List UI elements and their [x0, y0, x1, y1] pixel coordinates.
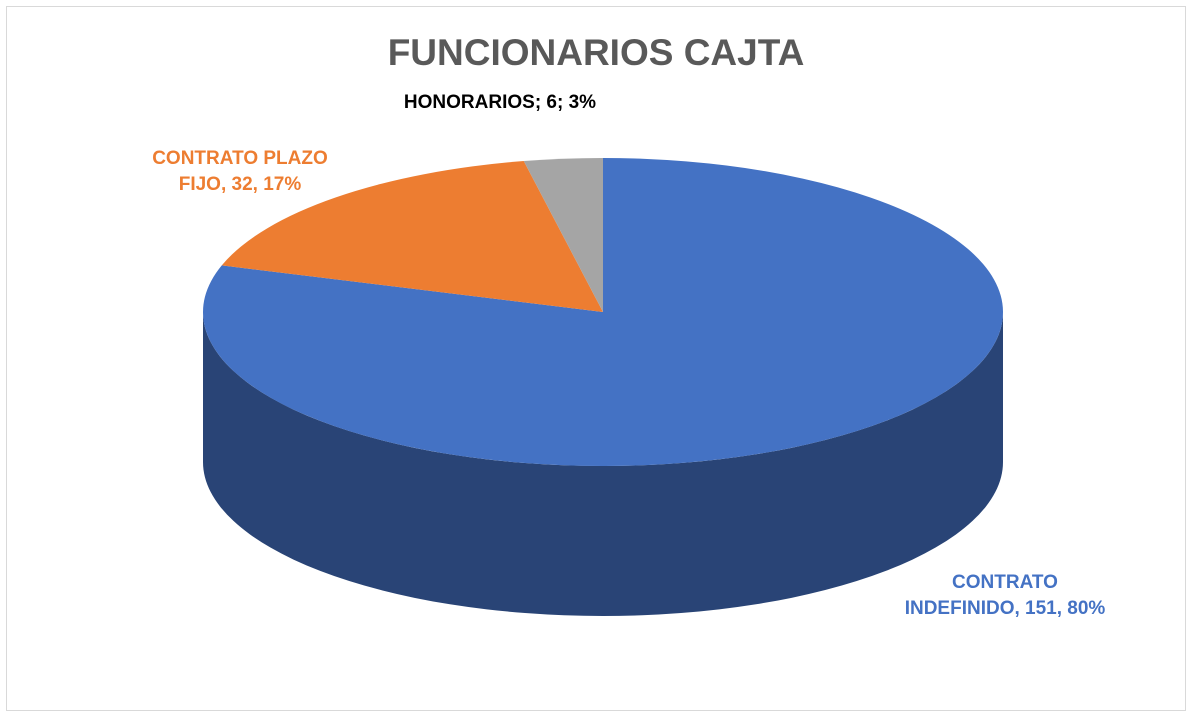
data-label: CONTRATO PLAZO FIJO, 32, 17% — [152, 148, 328, 195]
slice-side — [203, 312, 1003, 616]
slice — [523, 158, 603, 312]
data-label: HONORARIOS; 6; 3% — [403, 92, 597, 113]
slice — [221, 161, 603, 312]
chart-frame — [6, 6, 1186, 711]
chart-title: FUNCIONARIOS CAJTA — [387, 32, 805, 73]
data-label: CONTRATO INDEFINIDO, 151, 80% — [904, 572, 1106, 619]
